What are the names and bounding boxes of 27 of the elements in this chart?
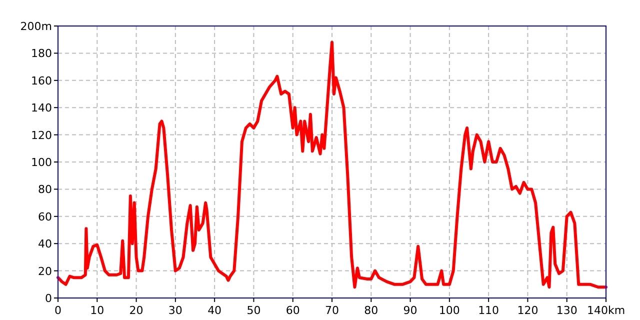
x-tick-label: 50: [246, 304, 261, 317]
y-tick-label: 20: [38, 264, 52, 278]
x-tick-label: 100: [438, 304, 460, 317]
x-tick-label: 40: [208, 304, 222, 317]
y-tick-label: 200m: [20, 20, 52, 33]
y-tick-label: 120: [31, 128, 52, 142]
y-tick-label: 0: [45, 292, 52, 305]
x-tick-label: 110: [478, 304, 500, 317]
x-tick-label: 10: [90, 304, 104, 317]
x-tick-label: 60: [286, 304, 300, 317]
x-tick-label: 80: [364, 304, 378, 317]
y-tick-label: 40: [38, 238, 52, 251]
x-tick-label: 30: [168, 304, 182, 317]
y-tick-label: 80: [38, 183, 52, 196]
y-tick-label: 60: [38, 210, 52, 224]
x-tick-label: 20: [129, 304, 144, 317]
x-tick-label: 70: [325, 304, 339, 317]
x-tick-label: 120: [517, 304, 538, 317]
y-tick-label: 140: [31, 102, 52, 115]
x-tick-label: 90: [403, 304, 418, 317]
line-series: [56, 40, 608, 289]
x-tick-label: 130: [556, 304, 578, 317]
y-tick-label: 180: [31, 47, 52, 60]
x-tick-label: 0: [54, 304, 62, 317]
x-tick-label: 140km: [586, 304, 626, 317]
y-tick-label: 100: [31, 156, 52, 169]
y-tick-label: 160: [31, 74, 52, 88]
